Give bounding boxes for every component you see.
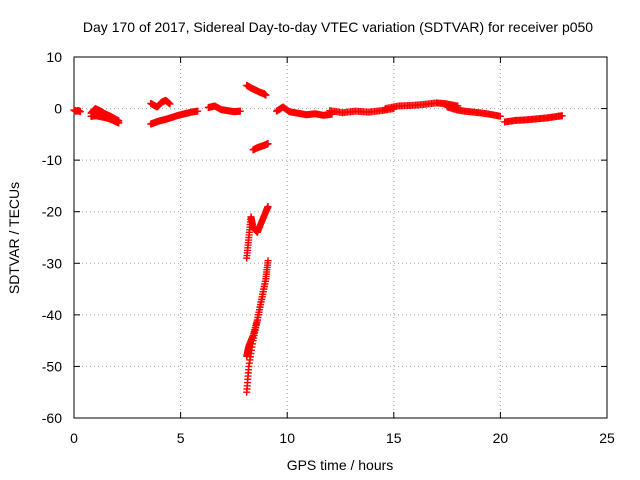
sat-arc-3 — [87, 112, 123, 127]
y-tick-label: -30 — [42, 255, 62, 271]
y-tick-label: -10 — [42, 152, 62, 168]
plot-frame — [73, 56, 608, 419]
y-tick-label: -40 — [42, 307, 62, 323]
x-tick-labels: 0 5 10 15 20 25 — [70, 430, 615, 446]
ticks — [73, 56, 608, 419]
x-tick-label: 15 — [386, 430, 402, 446]
data-point — [558, 112, 566, 120]
x-tick-label: 20 — [493, 430, 509, 446]
y-axis-label: SDTVAR / TECUs — [6, 182, 22, 294]
y-tick-labels: -60 -50 -40 -30 -20 -10 0 10 — [42, 49, 62, 426]
sat-arc-8 — [249, 140, 272, 154]
data-point — [262, 91, 270, 99]
sat-arc-6 — [204, 102, 244, 116]
data-point — [264, 140, 272, 148]
sat-arc-5 — [147, 96, 174, 111]
y-tick-label: -60 — [42, 410, 62, 426]
data-point — [194, 107, 202, 115]
x-tick-label: 10 — [279, 430, 295, 446]
sat-arc-4 — [147, 107, 202, 128]
y-tick-label: -20 — [42, 204, 62, 220]
data-point — [115, 119, 123, 127]
sat-arc-1 — [70, 106, 84, 116]
sat-arc-12 — [273, 103, 336, 119]
x-tick-label: 25 — [599, 430, 615, 446]
data-point — [496, 112, 504, 120]
x-tick-label: 5 — [177, 430, 185, 446]
y-tick-label: -50 — [42, 358, 62, 374]
x-tick-label: 0 — [70, 430, 78, 446]
sat-arc-14 — [381, 99, 462, 113]
data-point — [76, 108, 84, 116]
sat-arc-9 — [243, 203, 272, 262]
chart-title: Day 170 of 2017, Sidereal Day-to-day VTE… — [83, 19, 593, 35]
data-point — [264, 257, 272, 265]
sat-arc-11 — [243, 257, 272, 396]
data-point — [264, 203, 272, 211]
data-point — [236, 107, 244, 115]
sat-arc-15 — [443, 103, 504, 120]
sat-arc-16 — [501, 112, 566, 126]
y-tick-label: 10 — [46, 49, 62, 65]
sat-arc-7 — [243, 81, 270, 99]
y-tick-label: 0 — [54, 101, 62, 117]
data-points — [70, 81, 566, 396]
x-axis-label: GPS time / hours — [287, 457, 394, 473]
data-point — [166, 100, 174, 108]
